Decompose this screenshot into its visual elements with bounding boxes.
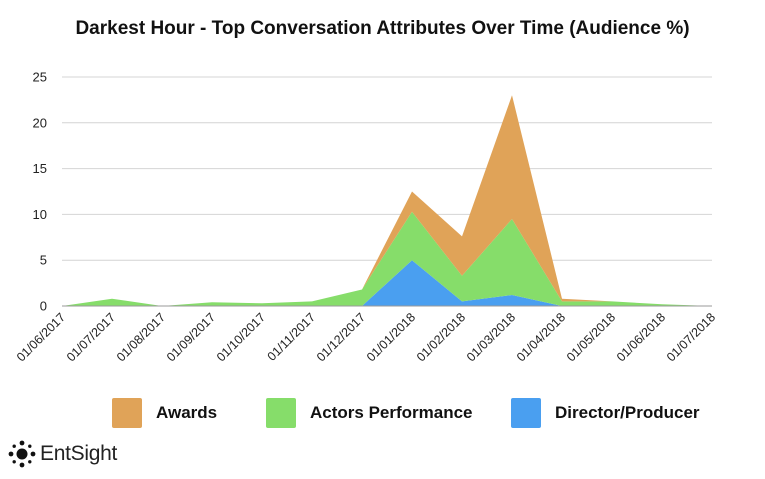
x-tick-label: 01/02/2018 bbox=[414, 310, 468, 364]
legend-swatch-actors-performance bbox=[266, 398, 296, 428]
legend: Awards Actors Performance Director/Produ… bbox=[0, 398, 765, 428]
x-tick-label: 01/10/2017 bbox=[214, 310, 268, 364]
x-tick-label: 01/07/2017 bbox=[64, 310, 118, 364]
y-tick-label: 10 bbox=[33, 207, 47, 222]
x-tick-label: 01/07/2018 bbox=[664, 310, 718, 364]
x-tick-label: 01/03/2018 bbox=[464, 310, 518, 364]
y-tick-label: 0 bbox=[40, 299, 47, 314]
legend-label-awards: Awards bbox=[156, 403, 218, 422]
brand-logo: EntSight bbox=[8, 440, 117, 468]
legend-swatch-director-producer bbox=[511, 398, 541, 428]
y-tick-label: 15 bbox=[33, 161, 47, 176]
x-tick-label: 01/01/2018 bbox=[364, 310, 418, 364]
legend-label-actors-performance: Actors Performance bbox=[310, 403, 473, 422]
y-tick-label: 5 bbox=[40, 253, 47, 268]
area-series-awards bbox=[62, 95, 712, 306]
legend-label-director-producer: Director/Producer bbox=[555, 403, 700, 422]
entsight-logo-icon bbox=[8, 440, 36, 468]
legend-swatch-awards bbox=[112, 398, 142, 428]
x-tick-label: 01/06/2017 bbox=[14, 310, 68, 364]
legend-item-actors-performance: Actors Performance bbox=[266, 398, 473, 428]
y-tick-label: 25 bbox=[33, 70, 47, 85]
x-tick-label: 01/12/2017 bbox=[314, 310, 368, 364]
legend-item-awards: Awards bbox=[112, 398, 217, 428]
y-tick-label: 20 bbox=[33, 115, 47, 130]
legend-item-director-producer: Director/Producer bbox=[511, 398, 700, 428]
brand-name: EntSight bbox=[40, 442, 117, 465]
x-tick-label: 01/06/2018 bbox=[614, 310, 668, 364]
area-series-actors-performance bbox=[62, 211, 712, 306]
x-tick-label: 01/05/2018 bbox=[564, 310, 618, 364]
chart-title: Darkest Hour - Top Conversation Attribut… bbox=[75, 18, 690, 39]
plot-area: 0 5 10 15 20 25 01/06/201701/07/201701/08/2017… bbox=[14, 70, 718, 365]
x-tick-label: 01/11/2017 bbox=[265, 310, 319, 364]
x-tick-label: 01/08/2017 bbox=[114, 310, 168, 364]
x-tick-label: 01/09/2017 bbox=[164, 310, 218, 364]
x-tick-label: 01/04/2018 bbox=[514, 310, 568, 364]
